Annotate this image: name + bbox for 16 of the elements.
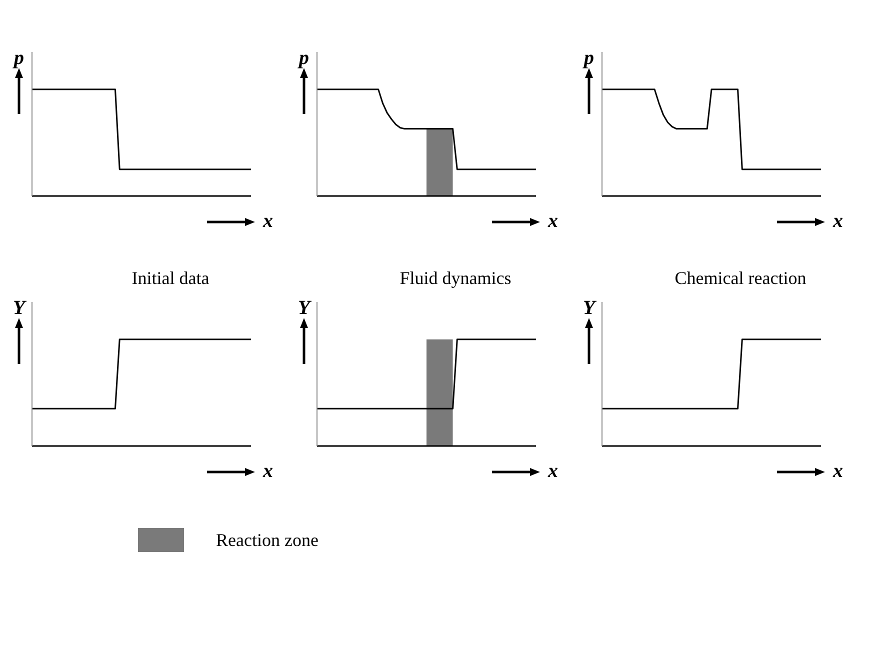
- x-axis-title: x: [548, 460, 558, 483]
- chart-title: Fluid dynamics: [398, 267, 512, 290]
- x-axis-title: x: [833, 210, 843, 233]
- y-axis-title: p: [14, 47, 24, 69]
- y-axis-title: p: [584, 47, 594, 69]
- y-axis-title: Y: [298, 297, 310, 319]
- x-axis-title: x: [833, 460, 843, 483]
- chart-title: Chemical reaction: [674, 267, 808, 290]
- chart-title: Initial data: [130, 267, 210, 290]
- y-axis-title: Y: [12, 297, 26, 319]
- y-axis-title: Y: [582, 297, 596, 319]
- x-axis-title: x: [263, 460, 273, 483]
- x-axis-title: x: [548, 210, 558, 233]
- y-axis-title: p: [299, 47, 309, 69]
- x-axis-title: x: [263, 210, 273, 233]
- legend-label: Reaction zone: [216, 530, 318, 550]
